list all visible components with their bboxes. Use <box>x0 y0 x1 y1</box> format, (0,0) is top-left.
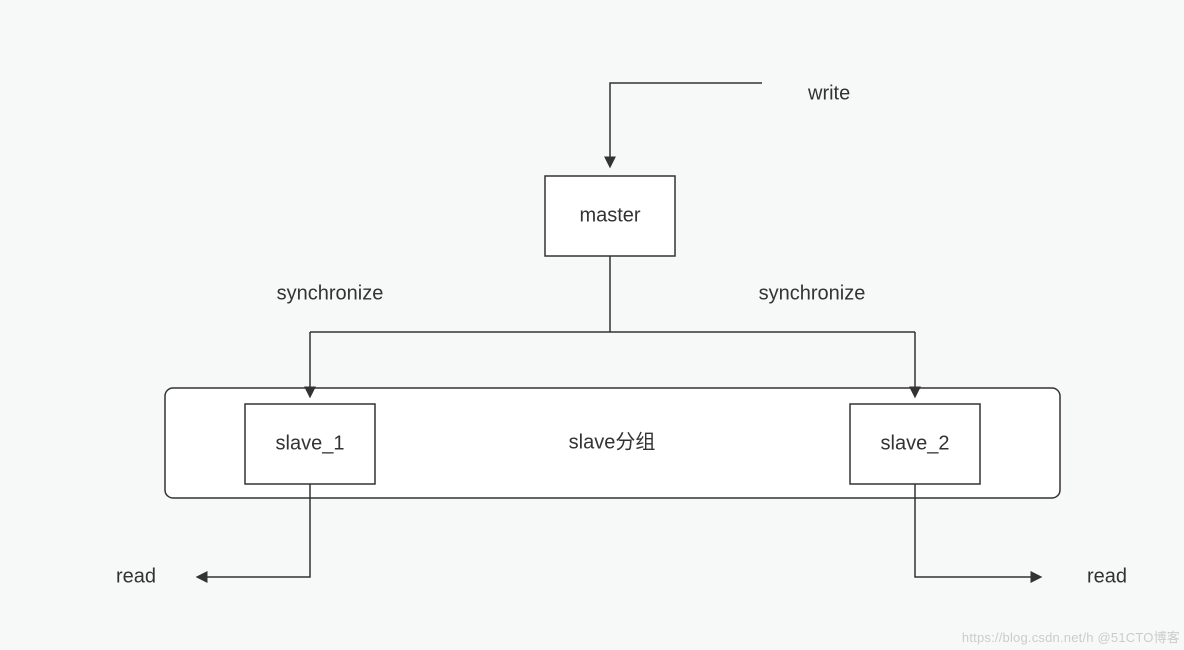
label-write: write <box>807 82 850 104</box>
node-master-label: master <box>579 204 640 226</box>
label-sync_right: synchronize <box>759 282 866 304</box>
diagram-background <box>0 0 1184 650</box>
slave-group-label: slave分组 <box>569 430 656 453</box>
label-read_right: read <box>1087 565 1127 587</box>
node-slave1-label: slave_1 <box>276 432 345 454</box>
diagram-canvas: master slave_1 slave_2 slave分组 write synchron… <box>0 0 1184 650</box>
label-sync_left: synchronize <box>277 282 384 304</box>
node-slave2-label: slave_2 <box>881 432 950 454</box>
label-read_left: read <box>116 565 156 587</box>
